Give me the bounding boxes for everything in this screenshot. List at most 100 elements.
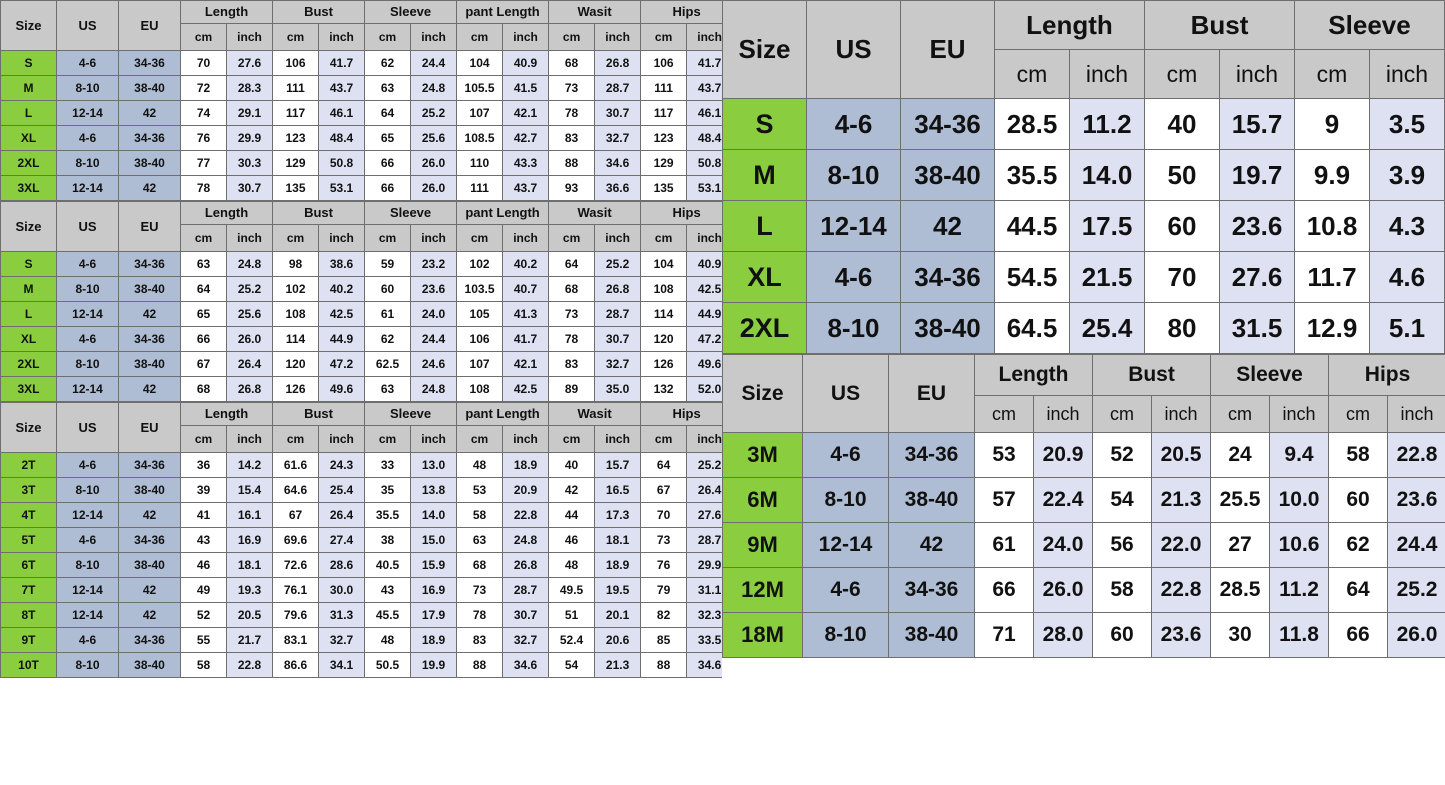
- cell-length-cm: 49: [180, 577, 227, 603]
- cell-hips-cm: 117: [640, 100, 688, 126]
- cell-length-cm: 46: [180, 552, 227, 578]
- table-header: Size US EU Length Bust Sleeve pant Length Wasit…: [0, 201, 734, 252]
- cell-sleeve-cm: 12.9: [1294, 302, 1370, 354]
- column-header-us: US: [802, 354, 889, 433]
- cell-wasit-cm: 51: [548, 602, 596, 628]
- column-group-header-length: Length: [179, 402, 274, 426]
- cell-length-cm: 74: [180, 100, 227, 126]
- header-row-units: cm inch cm inch cm inch: [723, 49, 1445, 99]
- cell-wasit-cm: 83: [548, 351, 596, 377]
- cell-bust-inch: 31.3: [318, 602, 366, 628]
- cell-pant-length-cm: 53: [456, 477, 504, 503]
- unit-header-sleeve-inch: inch: [410, 425, 458, 453]
- table-row: 8T 12-14 42 52 20.5 79.6 31.3 45.5 17.9 78 30.7 51 2…: [0, 602, 734, 628]
- unit-header-wasit-cm: cm: [548, 23, 596, 51]
- cell-us: 4-6: [802, 432, 889, 478]
- cell-size: S: [0, 50, 57, 76]
- cell-size: 9T: [0, 627, 57, 653]
- table-row: L 12-14 42 65 25.6 108 42.5 61 24.0 105 41.3 73 28.7…: [0, 301, 734, 327]
- cell-length-inch: 18.1: [225, 552, 274, 578]
- cell-eu: 42: [118, 577, 181, 603]
- cell-size: XL: [0, 125, 57, 151]
- cell-bust-inch: 27.4: [318, 527, 366, 553]
- left-panel-spacer: [0, 678, 722, 785]
- cell-length-inch: 20.9: [1032, 432, 1094, 478]
- cell-size: 2XL: [722, 302, 807, 354]
- cell-us: 8-10: [56, 351, 119, 377]
- cell-eu: 38-40: [900, 149, 995, 201]
- cell-bust-inch: 25.4: [318, 477, 366, 503]
- column-group-header-length: Length: [179, 201, 274, 225]
- cell-eu: 38-40: [118, 351, 181, 377]
- cell-pant-length-cm: 110: [456, 150, 504, 176]
- cell-sleeve-inch: 11.8: [1269, 612, 1330, 658]
- cell-bust-inch: 41.7: [318, 50, 366, 76]
- cell-length-inch: 22.4: [1032, 477, 1094, 523]
- cell-eu: 42: [118, 175, 181, 201]
- cell-pant-length-cm: 63: [456, 527, 504, 553]
- column-group-header-sleeve: Sleeve: [364, 201, 458, 225]
- cell-sleeve-inch: 26.0: [410, 175, 458, 201]
- column-group-header-pant-length: pant Length: [456, 402, 550, 426]
- table-row: 9M 12-14 42 61 24.0 56 22.0 27 10.6 62 24.4: [722, 522, 1445, 568]
- cell-pant-length-inch: 40.9: [502, 50, 550, 76]
- cell-us: 12-14: [56, 175, 119, 201]
- cell-length-cm: 72: [180, 75, 227, 101]
- cell-wasit-inch: 18.1: [594, 527, 642, 553]
- cell-us: 4-6: [806, 98, 901, 150]
- cell-pant-length-inch: 40.7: [502, 276, 550, 302]
- cell-length-inch: 26.0: [225, 326, 274, 352]
- cell-wasit-inch: 26.8: [594, 276, 642, 302]
- cell-bust-cm: 106: [272, 50, 320, 76]
- table-header: Size US EU Length Bust Sleeve pant Length Wasit…: [0, 0, 734, 51]
- cell-length-cm: 53: [974, 432, 1034, 478]
- cell-sleeve-cm: 45.5: [364, 602, 412, 628]
- cell-pant-length-cm: 105: [456, 301, 504, 327]
- cell-wasit-cm: 89: [548, 376, 596, 402]
- cell-length-cm: 57: [974, 477, 1034, 523]
- cell-pant-length-inch: 26.8: [502, 552, 550, 578]
- cell-pant-length-cm: 107: [456, 100, 504, 126]
- cell-eu: 34-36: [118, 326, 181, 352]
- cell-us: 4-6: [56, 452, 119, 478]
- cell-pant-length-inch: 20.9: [502, 477, 550, 503]
- cell-size: 12M: [722, 567, 803, 613]
- cell-hips-cm: 62: [1328, 522, 1389, 568]
- table-row: M 8-10 38-40 72 28.3 111 43.7 63 24.8 105.5 41.5 73…: [0, 75, 734, 101]
- column-group-header-hips: Hips: [1328, 354, 1445, 396]
- cell-length-cm: 64: [180, 276, 227, 302]
- unit-header-length-cm: cm: [994, 49, 1070, 99]
- cell-eu: 38-40: [118, 75, 181, 101]
- unit-header-sleeve-inch: inch: [410, 224, 458, 252]
- cell-pant-length-inch: 18.9: [502, 452, 550, 478]
- cell-bust-cm: 86.6: [272, 652, 320, 678]
- header-row-units: cm inch cm inch cm inch cm inch cm inch cm inch: [1, 224, 734, 252]
- cell-bust-inch: 53.1: [318, 175, 366, 201]
- cell-eu: 38-40: [118, 477, 181, 503]
- cell-eu: 34-36: [118, 50, 181, 76]
- cell-hips-cm: 135: [640, 175, 688, 201]
- cell-sleeve-cm: 43: [364, 577, 412, 603]
- cell-pant-length-cm: 102: [456, 251, 504, 277]
- cell-hips-cm: 70: [640, 502, 688, 528]
- cell-wasit-inch: 28.7: [594, 75, 642, 101]
- cell-bust-inch: 34.1: [318, 652, 366, 678]
- header-row-group: Size US EU Length Bust Sleeve: [722, 0, 1445, 99]
- column-group-header-sleeve: Sleeve: [364, 402, 458, 426]
- cell-bust-cm: 126: [272, 376, 320, 402]
- cell-bust-inch: 42.5: [318, 301, 366, 327]
- cell-wasit-cm: 64: [548, 251, 596, 277]
- cell-us: 12-14: [56, 376, 119, 402]
- cell-size: 3T: [0, 477, 57, 503]
- cell-bust-cm: 80: [1144, 302, 1220, 354]
- cell-wasit-cm: 54: [548, 652, 596, 678]
- cell-length-inch: 17.5: [1069, 200, 1145, 252]
- unit-header-length-inch: inch: [225, 425, 274, 453]
- cell-us: 12-14: [806, 200, 901, 252]
- cell-bust-inch: 22.0: [1151, 522, 1212, 568]
- table-header: Size US EU Length Bust Sleeve Hips cm inch cm inch…: [722, 354, 1445, 433]
- cell-wasit-cm: 46: [548, 527, 596, 553]
- table-header: Size US EU Length Bust Sleeve cm inch cm inch cm in…: [722, 0, 1445, 99]
- table-row: XL 4-6 34-36 54.5 21.5 70 27.6 11.7 4.6: [722, 251, 1445, 303]
- cell-hips-cm: 88: [640, 652, 688, 678]
